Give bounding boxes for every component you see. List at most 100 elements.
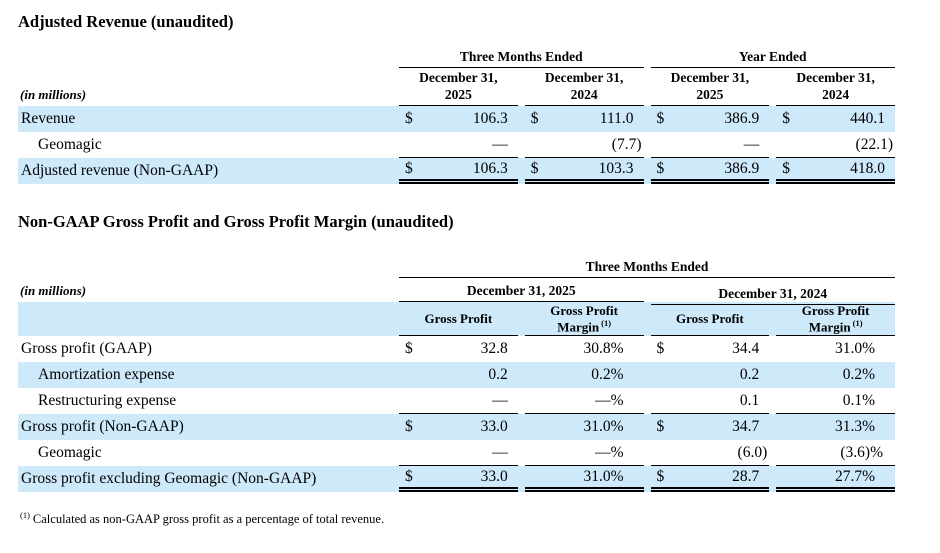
value-cell: —% xyxy=(524,440,644,466)
col-date-group-2025: December 31, 2025 xyxy=(399,278,644,302)
cell-value: 34.7 xyxy=(732,418,760,435)
table-body: Revenue $106.3 $111.0 $386.9 $440.1 Geomagic —… xyxy=(18,106,895,184)
date-line1: December 31, xyxy=(544,69,624,85)
row-label: Revenue xyxy=(21,110,76,127)
cell-value: (7.7) xyxy=(611,135,642,153)
date-line1: December 31, xyxy=(670,69,750,85)
row-label: Gross profit (Non-GAAP) xyxy=(21,418,184,435)
value-cell: $34.4 xyxy=(651,336,770,362)
cell-value: 28.7 xyxy=(732,467,760,485)
value-cell: 31.3% xyxy=(776,414,895,440)
value-cell: 0.2 xyxy=(651,362,770,388)
table-body: Gross profit (GAAP) $32.8 30.8% $34.4 31.0% A… xyxy=(18,336,895,492)
table-row: Gross profit (Non-GAAP) $33.0 31.0% $34.7 31… xyxy=(18,414,895,440)
value-cell: (22.1) xyxy=(776,132,895,158)
value-cell: — xyxy=(399,440,518,466)
row-label: Amortization expense xyxy=(38,366,175,383)
cell-value: 31.0% xyxy=(583,418,624,435)
value-cell: 31.0% xyxy=(776,336,895,362)
dollar-sign: $ xyxy=(782,110,790,127)
cell-value: 0.1 xyxy=(739,391,760,409)
dollar-sign: $ xyxy=(656,418,665,435)
cell-value: 31.0% xyxy=(583,467,624,485)
value-cell: 0.2% xyxy=(525,362,644,388)
dollar-sign: $ xyxy=(405,340,413,357)
col-subheader-gross-profit: Gross Profit xyxy=(399,302,518,336)
gross-profit-table: Three Months Ended (in millions) Decembe… xyxy=(18,252,895,492)
subheader-line1: Gross Profit xyxy=(550,302,618,318)
cell-value: 30.8% xyxy=(583,340,624,357)
dollar-sign: $ xyxy=(405,418,413,435)
value-cell: $33.0 xyxy=(399,414,518,440)
footnote-text: Calculated as non-GAAP gross profit as a… xyxy=(32,512,385,527)
table-row: Gross profit (GAAP) $32.8 30.8% $34.4 31.0% xyxy=(18,336,895,362)
dollar-sign: $ xyxy=(405,467,413,485)
subheader-line2: Margin (1) xyxy=(557,317,612,335)
value-cell: $386.9 xyxy=(650,158,770,184)
dollar-sign: $ xyxy=(656,467,665,485)
spacer-cell xyxy=(18,46,392,68)
row-label: Restructuring expense xyxy=(38,392,177,409)
spacer-cell xyxy=(18,252,392,278)
value-cell: $440.1 xyxy=(776,106,895,132)
value-cell: $106.3 xyxy=(399,158,518,184)
spacer-cell xyxy=(18,302,392,336)
cell-value: 27.7% xyxy=(834,467,875,485)
gross-profit-section: Non-GAAP Gross Profit and Gross Profit M… xyxy=(18,212,895,492)
dollar-sign: $ xyxy=(656,340,665,357)
cell-value: (6.0) xyxy=(737,443,768,461)
col-subheader-gross-profit-margin: Gross Profit Margin (1) xyxy=(524,302,644,336)
cell-value: —% xyxy=(595,443,624,461)
subheader-line1: Gross Profit xyxy=(675,310,744,326)
subheader-line2: Margin (1) xyxy=(808,317,863,335)
subheader-line1: Gross Profit xyxy=(424,310,493,326)
column-group-header-row: Three Months Ended xyxy=(18,252,895,278)
section-title: Non-GAAP Gross Profit and Gross Profit M… xyxy=(18,212,454,231)
row-label: Gross profit (GAAP) xyxy=(21,340,152,357)
value-cell: $106.3 xyxy=(399,106,518,132)
cell-value: — xyxy=(743,135,760,153)
cell-value: 0.1% xyxy=(842,391,875,409)
col-date-header: December 31, 2025 xyxy=(399,68,518,106)
value-cell: (6.0) xyxy=(650,440,770,466)
cell-value: 440.1 xyxy=(850,110,885,127)
value-cell: 0.1 xyxy=(650,388,770,414)
value-cell: $28.7 xyxy=(650,466,770,492)
value-cell: — xyxy=(650,132,770,158)
value-cell: $111.0 xyxy=(525,106,644,132)
value-cell: $33.0 xyxy=(399,466,518,492)
value-cell: $103.3 xyxy=(524,158,644,184)
table-row: Geomagic — —% (6.0) (3.6)% xyxy=(18,440,895,466)
cell-value: 386.9 xyxy=(724,159,760,177)
col-group-year-ended: Year Ended xyxy=(650,46,895,68)
dollar-sign: $ xyxy=(405,110,413,127)
dollar-sign: $ xyxy=(530,159,539,177)
cell-value: 0.2% xyxy=(591,366,624,383)
row-label: Geomagic xyxy=(38,136,102,153)
cell-value: (22.1) xyxy=(855,135,893,153)
cell-value: 103.3 xyxy=(598,159,634,177)
date-line2: 2024 xyxy=(822,87,850,103)
value-cell: —% xyxy=(524,388,644,414)
date-line2: 2025 xyxy=(444,87,472,103)
table-row: Gross profit excluding Geomagic (Non-GAA… xyxy=(18,466,895,492)
date-line1: December 31, xyxy=(796,69,875,85)
value-cell: $386.9 xyxy=(651,106,770,132)
table-row: Geomagic — (7.7) — (22.1) xyxy=(18,132,895,158)
cell-value: 33.0 xyxy=(480,418,508,435)
cell-value: 106.3 xyxy=(472,110,508,127)
in-millions-label: (in millions) xyxy=(20,87,87,102)
cell-value: 386.9 xyxy=(724,110,760,127)
cell-value: — xyxy=(492,391,508,409)
value-cell: 31.0% xyxy=(525,414,644,440)
row-label: Gross profit excluding Geomagic (Non-GAA… xyxy=(21,470,317,487)
cell-value: (3.6)% xyxy=(840,443,883,461)
cell-value: 32.8 xyxy=(480,340,508,357)
cell-value: 31.0% xyxy=(834,340,875,357)
value-cell: (7.7) xyxy=(524,132,644,158)
cell-value: —% xyxy=(595,391,624,409)
dollar-sign: $ xyxy=(782,159,790,177)
table-row: Restructuring expense — —% 0.1 0.1% xyxy=(18,388,895,414)
in-millions-label: (in millions) xyxy=(20,283,87,298)
dollar-sign: $ xyxy=(405,159,413,177)
